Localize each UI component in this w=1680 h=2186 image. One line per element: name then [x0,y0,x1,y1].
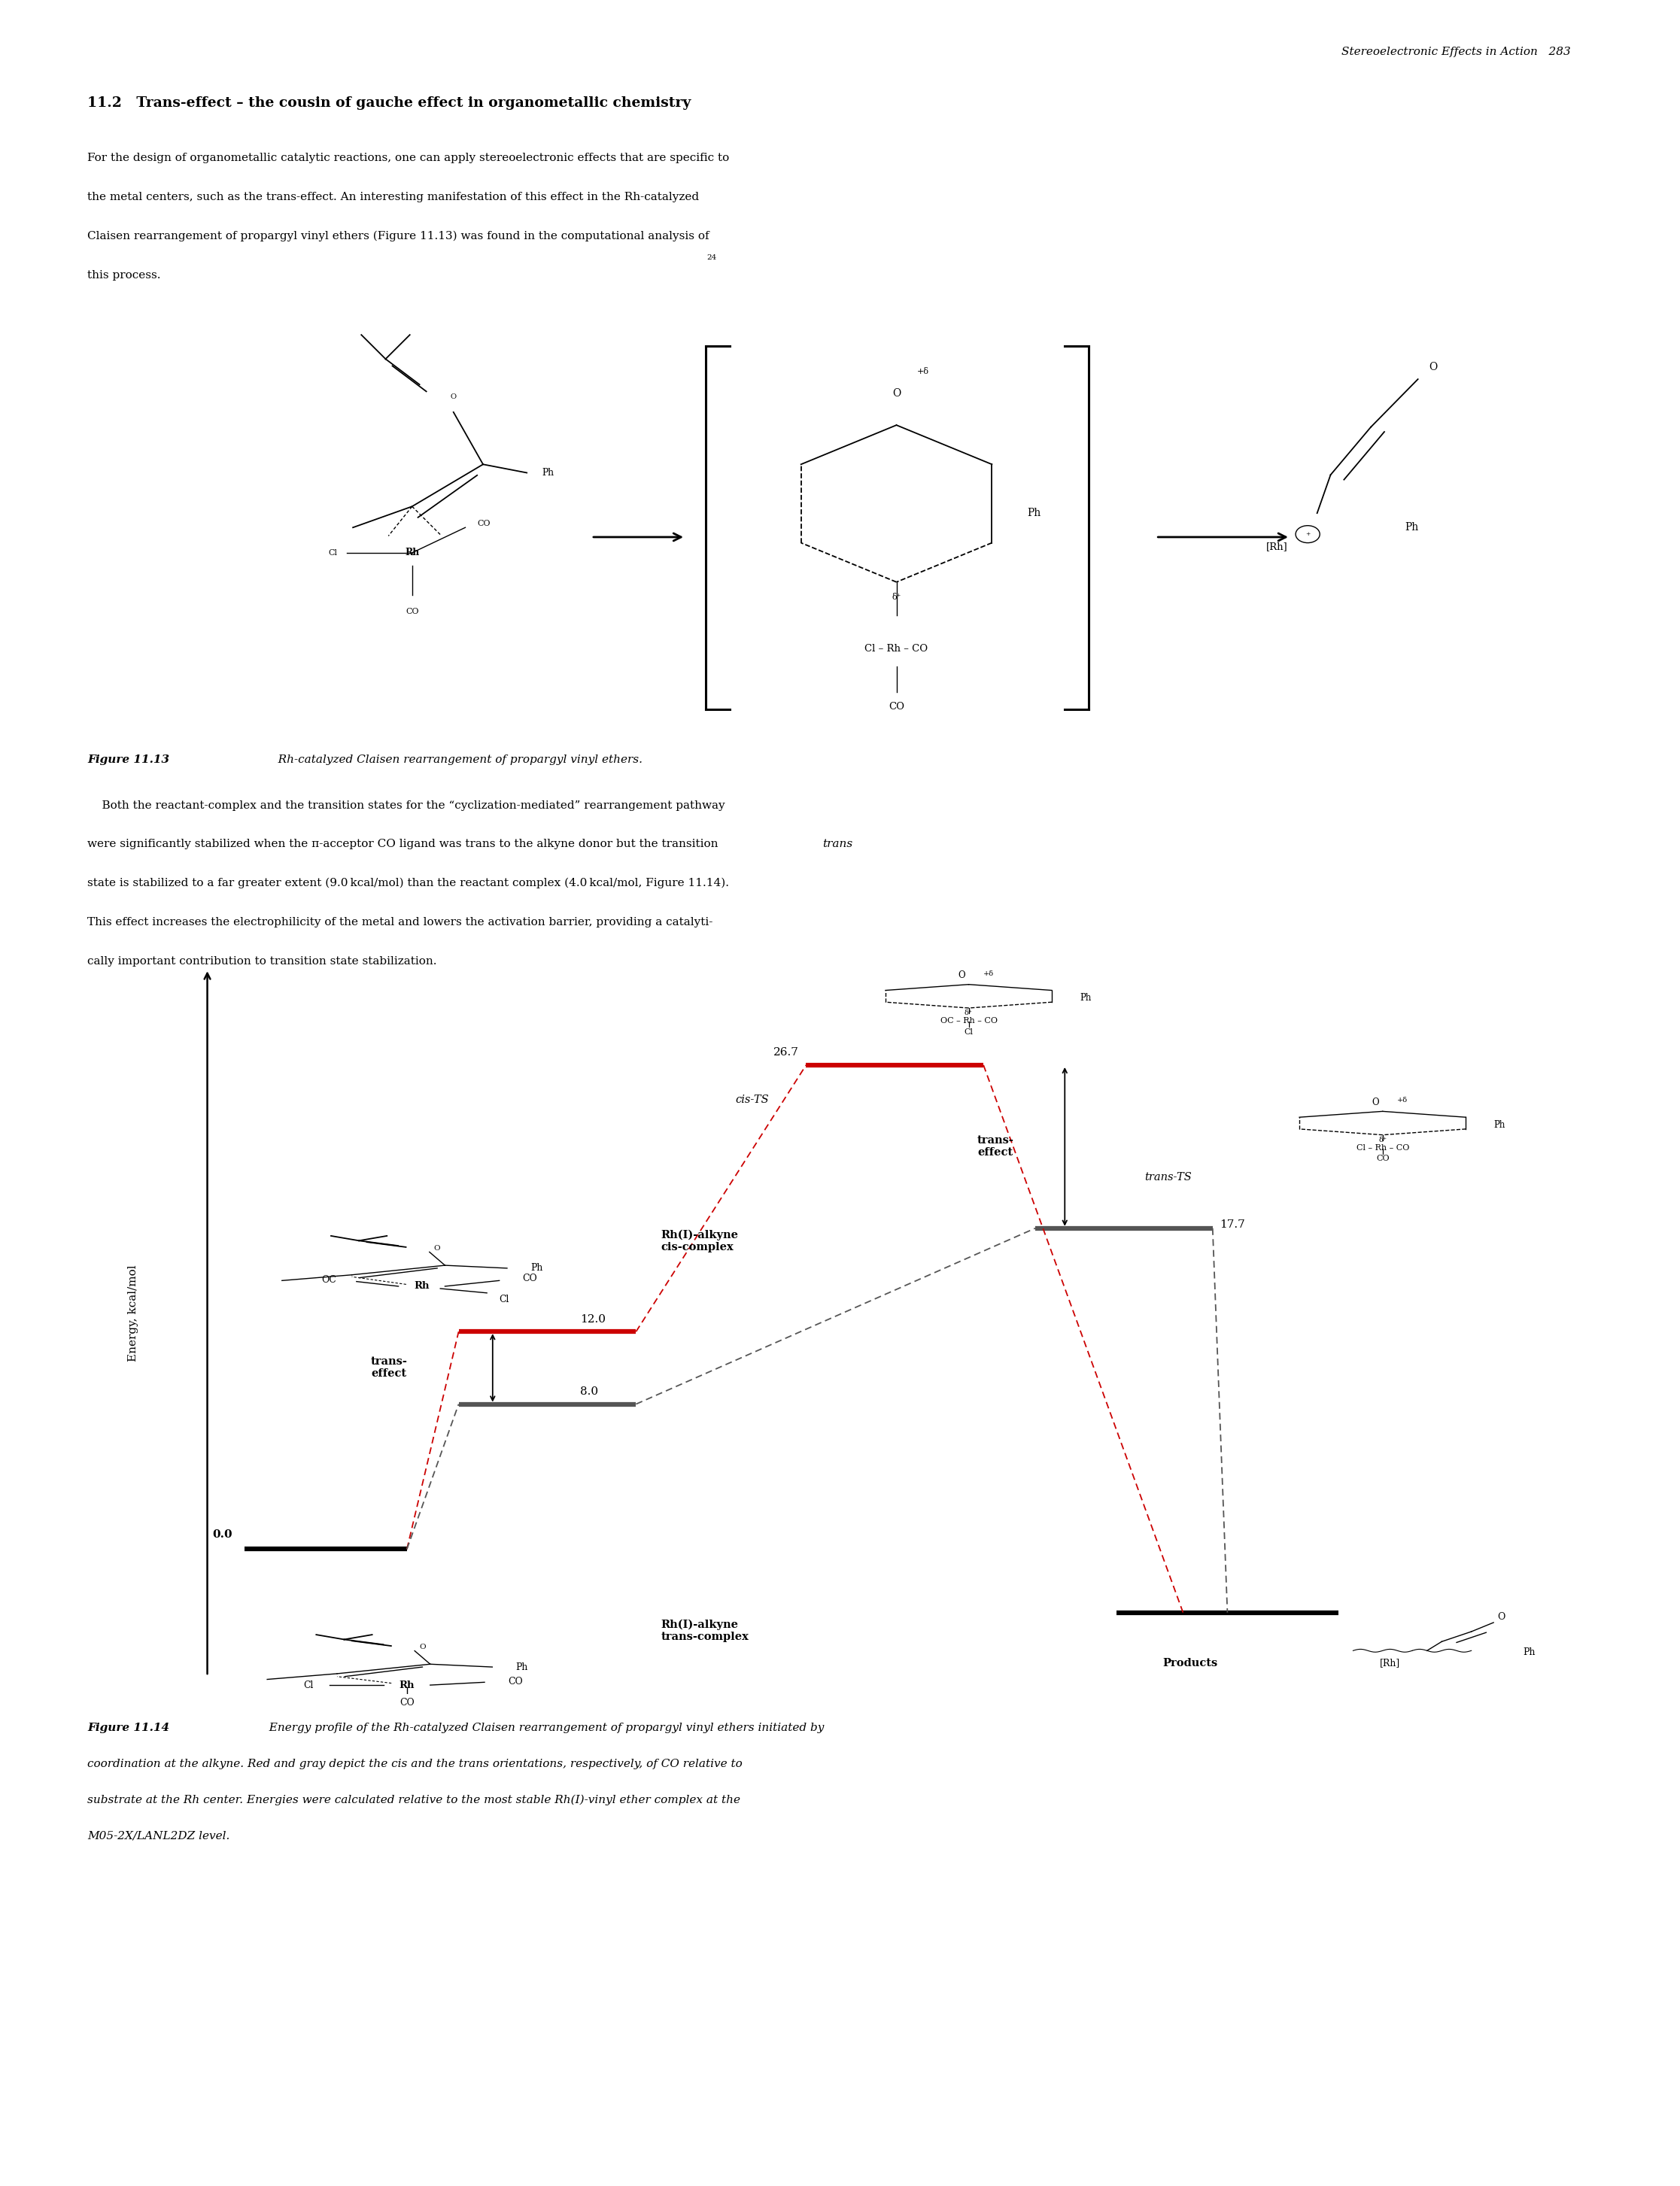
Text: O: O [1497,1611,1505,1622]
Text: CO: CO [507,1677,522,1685]
Text: Stereoelectronic Effects in Action   283: Stereoelectronic Effects in Action 283 [1342,46,1571,57]
Text: Rh: Rh [405,549,420,557]
Text: δ⁺: δ⁺ [892,595,900,601]
Text: coordination at the alkyne. Red and gray depict the cis and the trans orientatio: coordination at the alkyne. Red and gray… [87,1758,743,1768]
Text: +δ: +δ [917,367,929,376]
Text: δ⁺: δ⁺ [1379,1137,1386,1143]
Text: +: + [1305,531,1310,538]
Text: CO: CO [1376,1154,1389,1163]
Text: Ph: Ph [516,1661,528,1672]
Text: the metal centers, such as the trans-effect. An interesting manifestation of thi: the metal centers, such as the trans-eff… [87,192,699,203]
Text: 12.0: 12.0 [580,1314,605,1325]
Text: 0.0: 0.0 [212,1530,232,1541]
Text: Products: Products [1163,1657,1218,1668]
Text: Rh(I)-alkyne
trans-complex: Rh(I)-alkyne trans-complex [662,1620,749,1642]
Text: Rh-catalyzed Claisen rearrangement of propargyl vinyl ethers.: Rh-catalyzed Claisen rearrangement of pr… [267,754,642,765]
Text: trans: trans [823,839,853,850]
Text: This effect increases the electrophilicity of the metal and lowers the activatio: This effect increases the electrophilici… [87,916,712,927]
Text: Energy profile of the Rh-catalyzed Claisen rearrangement of propargyl vinyl ethe: Energy profile of the Rh-catalyzed Clais… [262,1723,825,1733]
Text: Ph: Ph [1080,992,1090,1003]
Text: Ph: Ph [543,468,554,479]
Text: Ph: Ph [1494,1119,1505,1130]
Text: were significantly stabilized when the π-acceptor CO ligand was trans to the alk: were significantly stabilized when the π… [87,839,719,850]
Text: CO: CO [889,702,904,710]
Text: 11.2   Trans-effect – the cousin of gauche effect in organometallic chemistry: 11.2 Trans-effect – the cousin of gauche… [87,96,690,109]
Text: O: O [450,393,457,400]
Text: [Rh]: [Rh] [1267,542,1287,551]
Text: +δ: +δ [1398,1097,1408,1104]
Text: Rh: Rh [413,1281,430,1292]
Text: CO: CO [405,608,418,614]
Text: [Rh]: [Rh] [1379,1657,1401,1668]
Text: Cl: Cl [304,1681,314,1690]
Text: Ph: Ph [1524,1648,1536,1657]
Text: trans: trans [823,839,853,850]
Text: O: O [1371,1097,1379,1108]
Text: O: O [958,971,964,982]
Text: Cl: Cl [329,549,338,557]
Text: 17.7: 17.7 [1220,1220,1245,1231]
Text: substrate at the Rh center. Energies were calculated relative to the most stable: substrate at the Rh center. Energies wer… [87,1795,741,1806]
Text: trans-TS: trans-TS [1144,1172,1191,1183]
Text: Claisen rearrangement of propargyl vinyl ethers (Figure 11.13) was found in the : Claisen rearrangement of propargyl vinyl… [87,232,709,243]
Text: CO: CO [522,1274,538,1283]
Text: O: O [420,1644,425,1650]
Text: O: O [892,387,900,398]
Text: this process.: this process. [87,269,161,280]
Text: Ph: Ph [531,1264,543,1272]
Text: OC: OC [321,1274,336,1285]
Text: trans-
effect: trans- effect [976,1135,1013,1159]
Text: state is stabilized to a far greater extent (9.0 kcal/mol) than the reactant com: state is stabilized to a far greater ext… [87,879,729,890]
Text: 24: 24 [706,254,716,260]
Text: 8.0: 8.0 [580,1386,598,1397]
Text: Cl – Rh – CO: Cl – Rh – CO [865,645,927,654]
Text: Cl – Rh – CO: Cl – Rh – CO [1356,1143,1410,1152]
Text: O: O [433,1244,440,1253]
Text: For the design of organometallic catalytic reactions, one can apply stereoelectr: For the design of organometallic catalyt… [87,153,729,164]
Text: CO: CO [477,520,491,527]
Text: trans-
effect: trans- effect [371,1358,408,1379]
Text: 26.7: 26.7 [773,1047,798,1058]
Text: Energy, kcal/mol: Energy, kcal/mol [128,1266,139,1362]
Text: Ph: Ph [1026,507,1040,518]
Text: Rh: Rh [400,1681,415,1690]
Text: Figure 11.13: Figure 11.13 [87,754,170,765]
Text: OC – Rh – CO: OC – Rh – CO [941,1016,998,1025]
Text: Both the reactant-complex and the transition states for the “cyclization-mediate: Both the reactant-complex and the transi… [87,800,726,811]
Text: δ⁺: δ⁺ [964,1010,973,1016]
Text: Cl: Cl [499,1294,509,1305]
Text: Cl: Cl [964,1027,973,1036]
Text: cis-TS: cis-TS [736,1095,769,1104]
Text: O: O [1428,363,1436,372]
Text: M05-2X/LANL2DZ level.: M05-2X/LANL2DZ level. [87,1832,230,1841]
Text: Ph: Ph [1404,522,1418,533]
Text: Rh(I)-alkyne
cis-complex: Rh(I)-alkyne cis-complex [662,1229,739,1253]
Text: +δ: +δ [983,971,995,977]
Text: cally important contribution to transition state stabilization.: cally important contribution to transiti… [87,955,437,966]
Text: CO: CO [400,1699,415,1707]
Text: Figure 11.14: Figure 11.14 [87,1723,170,1733]
